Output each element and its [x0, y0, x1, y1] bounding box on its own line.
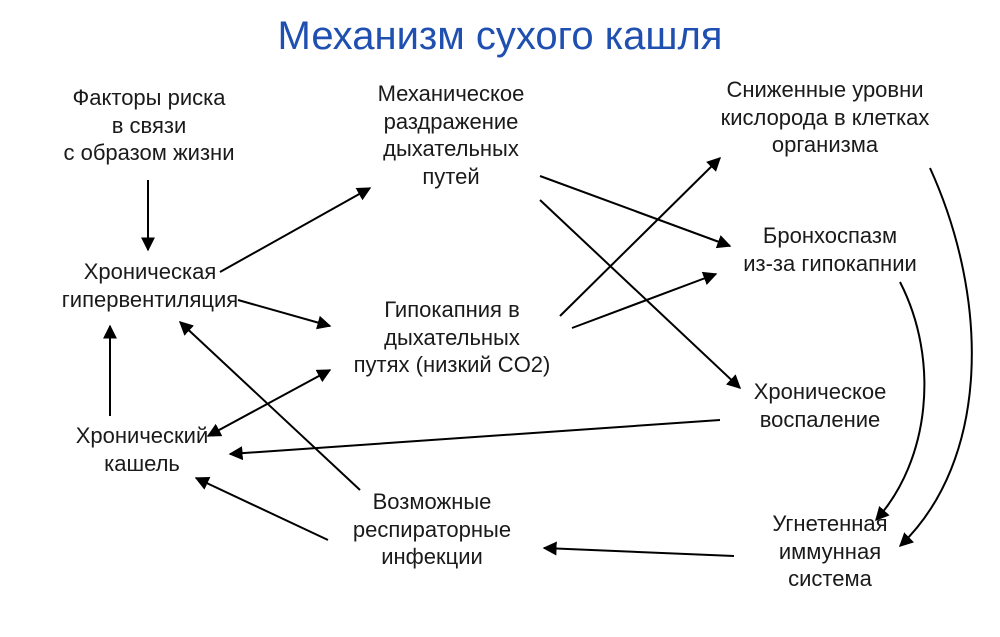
edge-infect-cough	[196, 478, 328, 540]
node-inflam: Хроническое воспаление	[720, 378, 920, 433]
node-broncho: Бронхоспазм из-за гипокапнии	[700, 222, 960, 277]
diagram-title: Механизм сухого кашля	[0, 14, 1000, 59]
node-risk: Факторы риска в связи с образом жизни	[54, 84, 244, 167]
edge-hypocap-broncho	[572, 274, 716, 328]
edge-inflam-cough	[230, 420, 720, 454]
node-immune: Угнетенная иммунная система	[740, 510, 920, 593]
edge-immune-infect	[544, 548, 734, 556]
edge-hypocap-oxy	[560, 158, 720, 316]
node-hypocap: Гипокапния в дыхательных путях (низкий C…	[322, 296, 582, 379]
node-oxy: Сниженные уровни кислорода в клетках орг…	[685, 76, 965, 159]
node-cough: Хронический кашель	[52, 422, 232, 477]
node-mech: Механическое раздражение дыхательных пут…	[346, 80, 556, 190]
node-hyper: Хроническая гипервентиляция	[40, 258, 260, 313]
node-infect: Возможные респираторные инфекции	[322, 488, 542, 571]
